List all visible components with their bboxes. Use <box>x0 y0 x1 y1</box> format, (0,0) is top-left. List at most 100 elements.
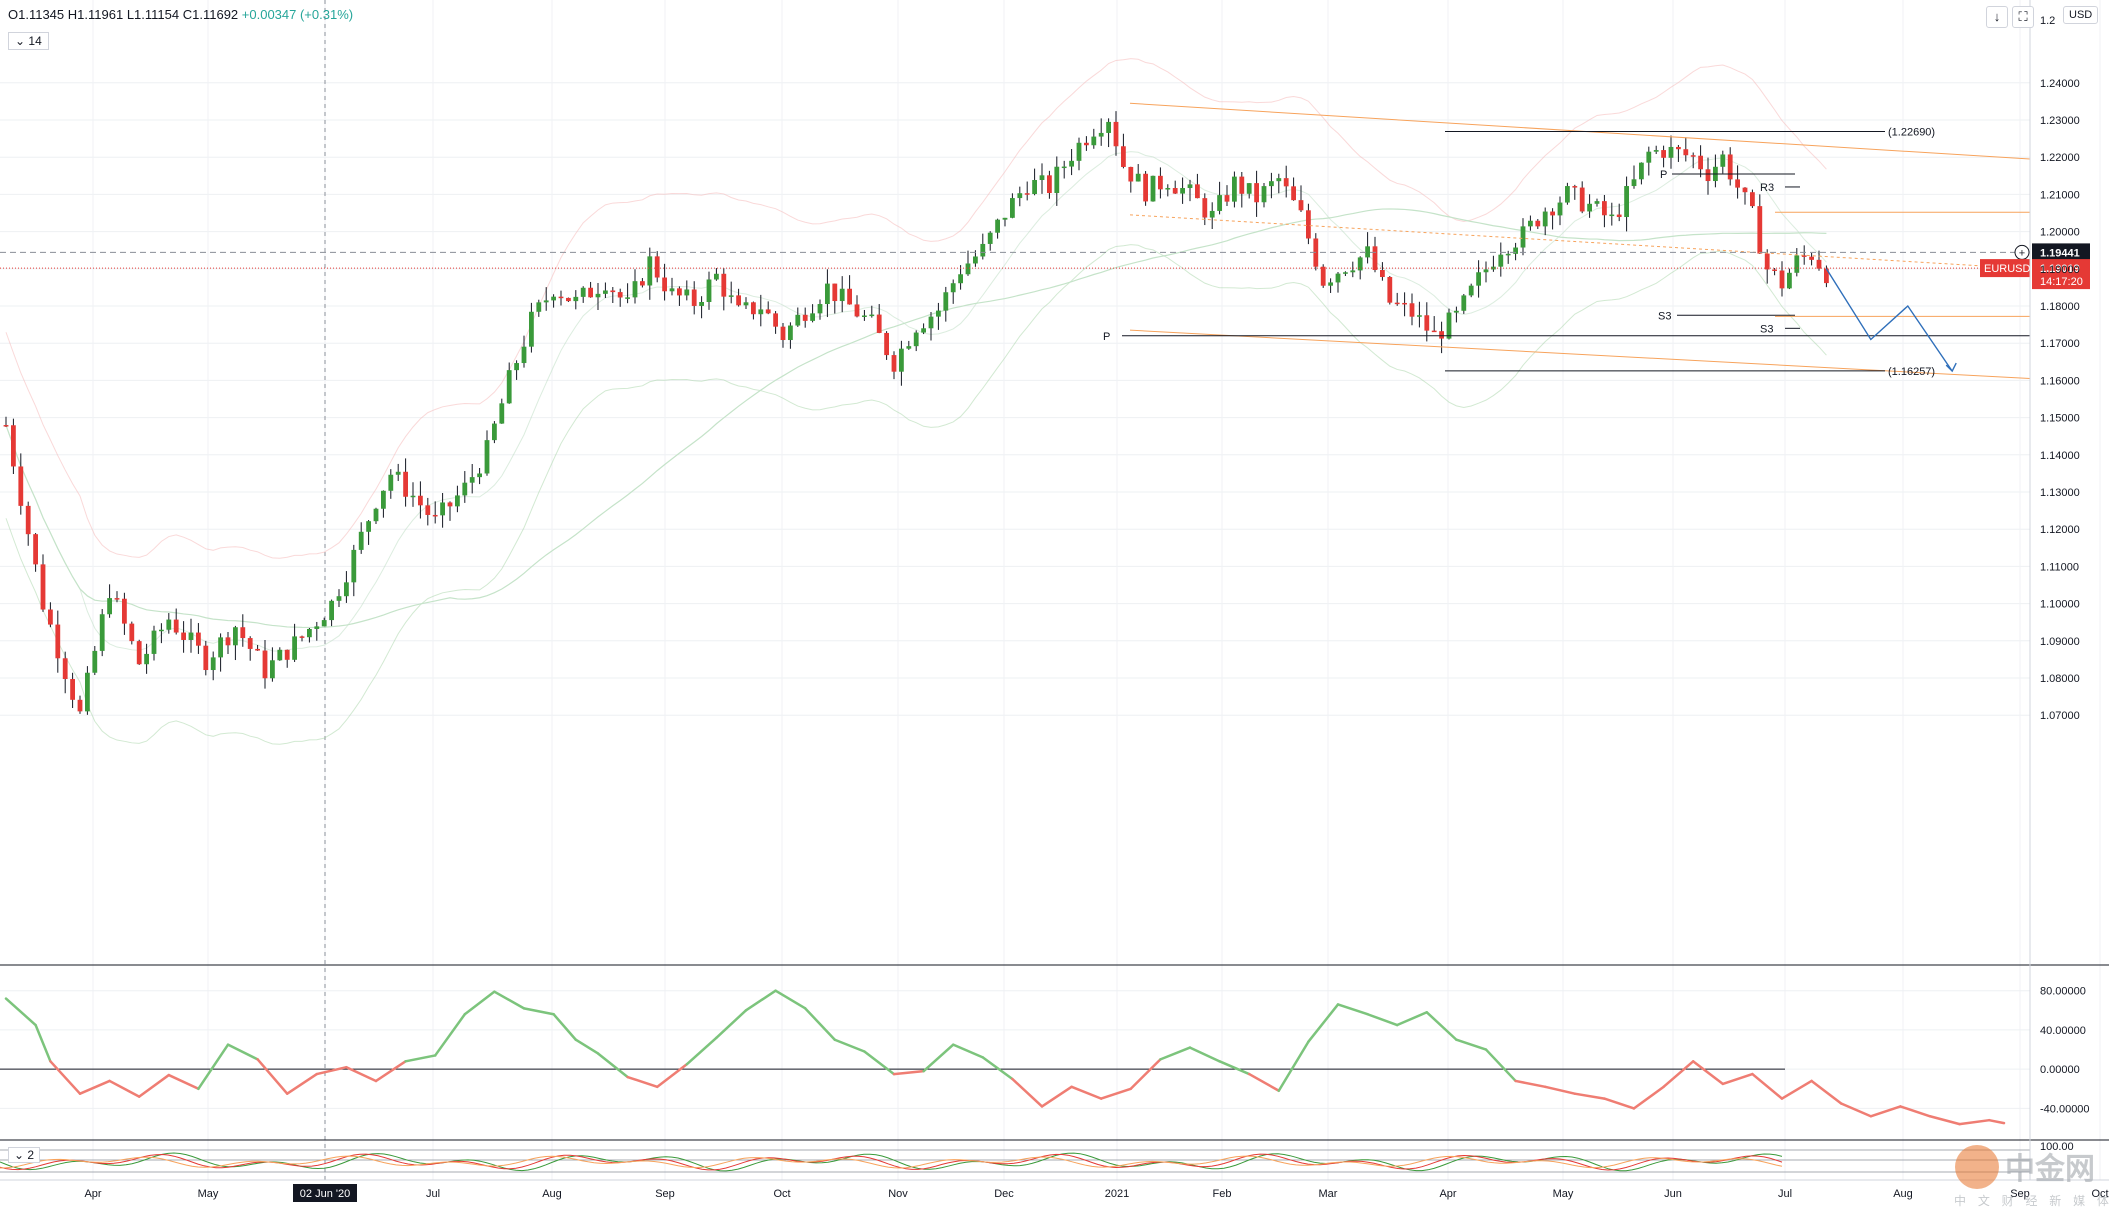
candle-body <box>1742 187 1748 193</box>
candle-body <box>751 302 756 315</box>
candle-body <box>1106 121 1111 133</box>
candle-body <box>107 598 112 615</box>
cci-segment <box>374 1060 407 1083</box>
candle-body <box>255 648 260 651</box>
candle-body <box>1135 173 1141 182</box>
cci-segment <box>951 1043 985 1059</box>
watermark-subtitle: 中 文 财 经 新 媒 体 <box>1954 1194 2109 1208</box>
candle-body <box>1002 217 1008 220</box>
candle-body <box>987 232 993 244</box>
price-tick-label: 1.15000 <box>2040 413 2080 425</box>
candle-body <box>1195 184 1200 199</box>
candle-body <box>869 314 875 317</box>
candle-body <box>366 521 371 532</box>
cci-segment <box>774 989 807 1010</box>
cci-segment <box>922 1043 955 1073</box>
candle-body <box>603 290 608 294</box>
cci-segment <box>685 1036 718 1066</box>
candle-body <box>329 600 334 621</box>
candle-body <box>691 289 697 306</box>
candle-body <box>99 614 105 651</box>
candle-body <box>1698 155 1703 170</box>
candle-body <box>1024 193 1030 195</box>
arrow-down-icon[interactable]: ↓ <box>1986 6 2008 28</box>
candle-body <box>654 256 660 278</box>
candle-body <box>1520 226 1526 248</box>
candle-body <box>743 302 749 306</box>
cci-segment <box>1869 1105 1902 1118</box>
date-tick-label: Oct <box>2091 1188 2108 1200</box>
cci-segment <box>1011 1077 1044 1108</box>
projection-path <box>1825 268 1953 372</box>
candle-body <box>1017 193 1023 199</box>
candle-body <box>1172 188 1178 194</box>
indicator2-collapse-button[interactable]: ⌄ 2 <box>8 1147 41 1163</box>
candle-body <box>1772 269 1777 271</box>
cci-segment <box>1395 1011 1429 1027</box>
cci-tick-label: 0.00000 <box>2040 1064 2080 1076</box>
candle-body <box>1047 175 1052 194</box>
cci-segment <box>1691 1060 1725 1086</box>
price-tick-label: 1.09000 <box>2040 636 2080 648</box>
last-price-badge <box>2032 259 2090 290</box>
cci-segment <box>803 1007 837 1041</box>
candle-body <box>1639 162 1644 180</box>
candle-body <box>344 582 349 597</box>
candle-body <box>862 315 867 317</box>
candle-body <box>358 531 364 550</box>
price-tick-label: 1.11000 <box>2040 561 2079 573</box>
candle-body <box>1261 186 1267 203</box>
cci-segment <box>626 1075 659 1089</box>
cci-segment <box>1188 1046 1221 1063</box>
candle-body <box>1165 188 1171 190</box>
candle-body <box>1424 315 1430 331</box>
cci-segment <box>226 1043 259 1061</box>
candle-body <box>973 256 978 264</box>
candle-body <box>1320 266 1326 286</box>
candle-body <box>721 273 727 297</box>
candle-body <box>580 287 586 297</box>
currency-badge[interactable]: USD <box>2063 6 2099 24</box>
cci-segment <box>197 1043 230 1091</box>
date-tick-label: Feb <box>1213 1188 1232 1200</box>
candle-body <box>1661 150 1666 158</box>
candle-body <box>632 281 638 298</box>
candle-body <box>395 471 401 475</box>
date-tick-label: Aug <box>1893 1188 1913 1200</box>
candle-body <box>225 637 231 646</box>
candle-body <box>92 650 98 673</box>
candle-body <box>307 628 312 638</box>
cci-segment <box>863 1050 896 1076</box>
candle-body <box>484 440 490 474</box>
candle-body <box>1158 175 1163 190</box>
cci-segment <box>1899 1105 1932 1118</box>
candle-body <box>1232 176 1237 202</box>
level-label: (1.16257) <box>1888 366 1935 378</box>
candle-body <box>1402 302 1407 305</box>
candle-body <box>1446 312 1452 339</box>
r3-label: R3 <box>1760 182 1774 194</box>
fullscreen-icon[interactable]: ⛶ <box>2012 6 2034 28</box>
indicator-collapse-button[interactable]: ⌄ 14 <box>8 32 49 50</box>
candle-body <box>1417 315 1422 317</box>
candle-body <box>388 474 394 491</box>
candle-body <box>1579 187 1585 212</box>
candle-body <box>299 636 305 638</box>
candle-body <box>936 310 941 317</box>
cci-segment <box>1632 1085 1665 1110</box>
date-tick-label: Jul <box>426 1188 440 1200</box>
candle-body <box>1491 266 1496 270</box>
candle-body <box>188 632 194 640</box>
candle-body <box>1439 331 1444 339</box>
candle-body <box>1461 295 1467 311</box>
countdown-label: 14:17:20 <box>2040 276 2083 288</box>
candle-body <box>995 219 1000 233</box>
candle-body <box>40 564 46 610</box>
candle-body <box>292 636 297 660</box>
candle-body <box>1098 132 1104 137</box>
candle-body <box>1180 188 1185 194</box>
candle-body <box>965 263 971 275</box>
price-tick-label: 1.13000 <box>2040 487 2080 499</box>
candle-body <box>1535 220 1541 227</box>
